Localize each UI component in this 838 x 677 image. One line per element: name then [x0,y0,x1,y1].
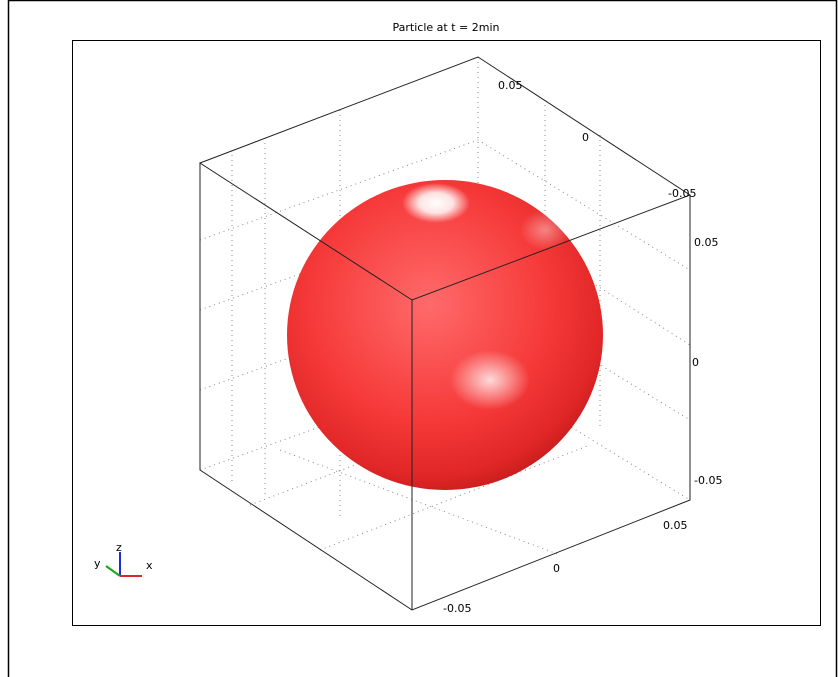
axis-triad: x y z [94,541,153,577]
triad-label: y [94,557,101,570]
tick-label: 0.05 [694,236,719,249]
tick-label: -0.05 [443,602,471,615]
tick-labels: 0.05 0 -0.05 0.05 0 -0.05 0.05 0 -0.05 [443,79,722,615]
triad-label: z [116,541,122,554]
plot-title: Particle at t = 2min [393,21,500,34]
sphere [287,180,603,490]
tick-label: -0.05 [668,187,696,200]
tick-label: -0.05 [694,474,722,487]
tick-label: 0.05 [663,519,688,532]
triad-label: x [146,559,153,572]
tick-label: 0 [553,562,560,575]
tick-label: 0.05 [498,79,523,92]
window-border [7,0,838,677]
tick-label: 0 [582,131,589,144]
bounding-box [198,56,692,611]
tick-label: 0 [692,356,699,369]
